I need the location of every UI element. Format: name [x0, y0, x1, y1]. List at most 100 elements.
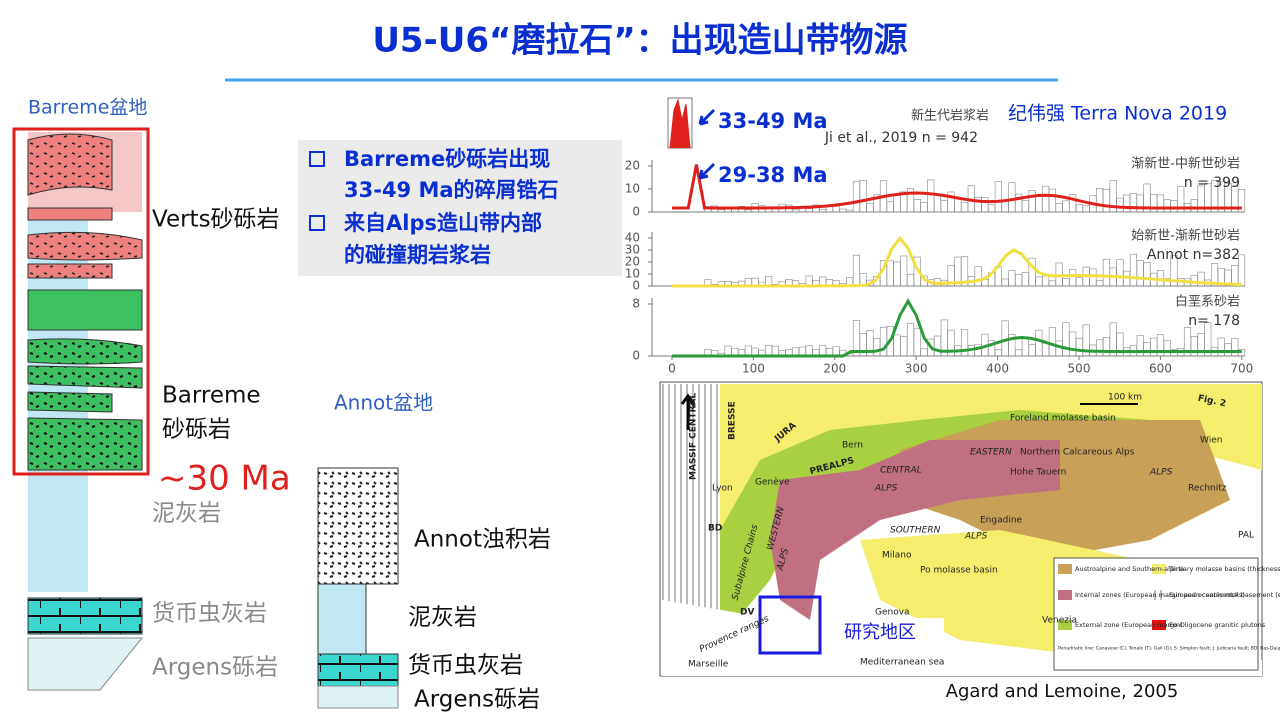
density-curve [672, 298, 1242, 358]
hist-bar [819, 344, 827, 357]
x-tick-label: 500 [1068, 362, 1091, 376]
map-label: BD [708, 524, 722, 534]
y-tick-label: 10 [625, 182, 640, 196]
hist-bar [886, 201, 894, 213]
hist-bar [1069, 268, 1077, 287]
hist-bar [1116, 197, 1124, 213]
panel-label: 始新世-渐新世砂岩 [1131, 228, 1240, 244]
hist-bar [994, 349, 1002, 357]
hist-bar [1021, 338, 1029, 357]
panel-label: 渐新世-中新世砂岩 [1131, 156, 1240, 172]
panel-n: n = 399 [1184, 175, 1240, 191]
hist-bar [906, 322, 915, 357]
hist-bar [994, 181, 1002, 213]
hist-bar [852, 180, 860, 213]
hist-bar [1129, 253, 1138, 287]
map-label: Engadine [980, 516, 1023, 526]
bullets: Barreme砂砾岩出现 33-49 Ma的碎屑锆石 来自Alps造山带内部 的… [309, 147, 559, 267]
map-label: 100 km [1108, 393, 1142, 403]
hist-bar [1096, 339, 1104, 357]
map-label: CENTRAL [880, 466, 922, 476]
hist-bar [1170, 200, 1178, 213]
hist-bar [1150, 337, 1158, 357]
map-label: Northern Calcareous Alps [1020, 448, 1135, 458]
map-note: Periadriatic line: Canavese (C), Tonale … [1058, 645, 1280, 652]
hist-bar [1136, 194, 1144, 213]
hist-bar [900, 336, 908, 357]
hist-bar [1015, 349, 1023, 357]
hist-bar [1008, 182, 1016, 213]
hist-bar [1042, 275, 1050, 287]
bullet: 来自Alps造山带内部 [344, 211, 542, 235]
panel-label: 白垩系砂岩 [1175, 294, 1240, 310]
hist-bar [1197, 271, 1205, 287]
hist-bar [1048, 188, 1056, 213]
hist-bar [1096, 187, 1104, 213]
unit-label: Argens砾岩 [152, 655, 278, 681]
hist-bar [866, 203, 874, 213]
hist-bar [974, 266, 982, 287]
unit-label: Verts砂砾岩 [152, 207, 280, 233]
unit-label: 货币虫灰岩 [152, 601, 267, 627]
hist-bar [1042, 185, 1050, 213]
y-tick-label: 0 [632, 205, 640, 219]
hist-bar [1048, 280, 1056, 287]
arrow [698, 108, 716, 126]
hist-bar [1035, 276, 1043, 287]
basin-label: Annot盆地 [334, 391, 433, 415]
hist-bar [1136, 259, 1144, 287]
unit-label: 泥灰岩 [408, 605, 477, 631]
map-label: Milano [882, 551, 912, 561]
hist-bar [893, 261, 901, 287]
bullet: Barreme砂砾岩出现 [344, 147, 550, 171]
y-tick-label: 0 [632, 349, 640, 363]
hist-bar [960, 329, 969, 357]
map-label: N [688, 401, 696, 411]
hist-bar [1096, 280, 1104, 287]
source: Agard and Lemoine, 2005 [946, 681, 1179, 702]
hist-bar [1069, 194, 1077, 213]
bullet: 的碰撞期岩浆岩 [344, 243, 491, 267]
hist-bar [805, 345, 813, 357]
panel-label: 新生代岩浆岩 [911, 108, 989, 124]
hist-bar [1015, 273, 1023, 287]
hist-bar [1055, 202, 1063, 213]
panel-n: n= 178 [1188, 313, 1240, 329]
hist-bar [960, 256, 969, 287]
hist-bar [1177, 186, 1185, 213]
hist-bar [1102, 258, 1110, 287]
hist-bar [1116, 332, 1124, 357]
y-tick-label: 30 [625, 243, 640, 257]
hist-bar [1204, 322, 1212, 357]
map-label: Hohe Tauern [1010, 468, 1066, 478]
hist-bar [913, 198, 921, 213]
hist-bar [1035, 195, 1043, 213]
x-tick-label: 300 [905, 362, 928, 376]
map-label: Po molasse basin [920, 566, 998, 576]
hist-bar [1116, 259, 1124, 287]
hist-bar [1021, 272, 1029, 287]
density-curve [671, 235, 1242, 288]
density-curve [671, 164, 1242, 210]
map-label: MASSIF CENTRAL [689, 393, 699, 480]
y-tick-label: 20 [625, 255, 640, 269]
hist-bar [933, 335, 942, 357]
hist-bar [1143, 262, 1151, 287]
hist-bar [960, 202, 969, 213]
panel-n: Ji et al., 2019 n = 942 [824, 130, 978, 146]
hist-bar [1035, 329, 1043, 357]
study-area-label: 研究地区 [844, 622, 916, 643]
x-tick-label: 600 [1149, 362, 1172, 376]
map-label: Rechnitz [1188, 484, 1227, 494]
y-tick-label: 20 [625, 159, 640, 173]
hist-bar [765, 345, 773, 357]
unit-label: 货币虫灰岩 [408, 653, 523, 679]
map-label: Bern [842, 441, 863, 451]
map-label: DV [740, 608, 754, 618]
hist-bar [1028, 257, 1036, 287]
hist-bar [1008, 334, 1016, 357]
hist-bar [859, 180, 867, 213]
hist-bar [1163, 199, 1171, 213]
map-label: EASTERN [970, 448, 1012, 458]
